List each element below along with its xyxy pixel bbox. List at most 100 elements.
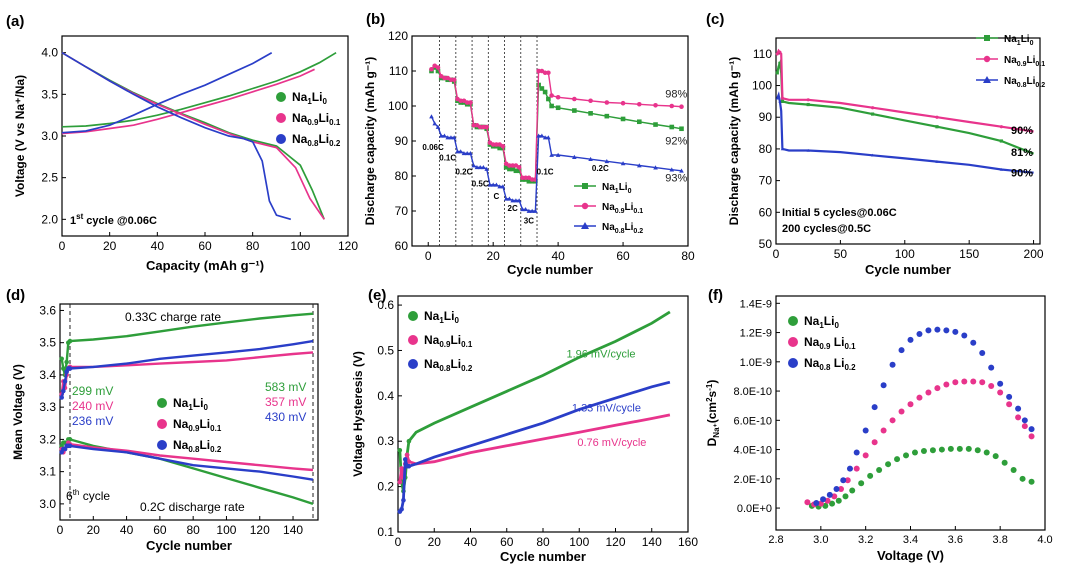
x-tick-label: 160 (678, 535, 698, 549)
series-point-na09 (549, 93, 554, 98)
legend-name-sub: 0.1 (461, 340, 473, 349)
series-point-na08 (1029, 426, 1035, 432)
rate-label: 0.5C (472, 180, 489, 189)
series-point-na1 (407, 439, 412, 444)
series-point-na08 (68, 444, 73, 449)
series-point-na09 (970, 379, 976, 385)
series-point-na08 (952, 329, 958, 335)
sixth-cycle-label: 6th cycle (66, 488, 110, 503)
series-point-na1 (807, 103, 810, 106)
legend-label: Na1Li0 (424, 309, 459, 325)
series-point-na08 (934, 327, 940, 333)
panel-a-voltage-profile: 0 20 40 60 80 100 1202.02.53.03.54.0Capacity (… (13, 36, 358, 273)
panel-label-b: (b) (366, 11, 385, 28)
text-rest: cycle (79, 489, 110, 503)
y-tick-label: 3.3 (39, 400, 56, 414)
x-tick-label: 140 (283, 523, 303, 537)
hysteresis-end-label: 430 mV (265, 410, 306, 424)
series-point-na1 (966, 446, 972, 452)
y-tick-label: 70 (759, 174, 773, 188)
y-tick-label: 0.3 (377, 434, 394, 448)
legend-name-sub: 0.8 (615, 228, 625, 235)
x-tick-label: 2.8 (768, 534, 783, 546)
series-point-na08 (429, 114, 434, 118)
series-point-na1 (1000, 139, 1003, 142)
y-tick-label: 0.1 (377, 525, 394, 539)
legend-name-sub: 0 (834, 321, 839, 330)
panel-e-voltage-hysteresis: 0 20 40 60 80 100 120 140 1600.10.20.30.40.50.6C… (351, 296, 698, 564)
y-tick-label: 2.5 (41, 171, 58, 185)
y-tick-label: 3.1 (39, 465, 56, 479)
legend-marker (984, 35, 990, 41)
retention-label: 81% (1011, 147, 1033, 159)
legend-name-sub: 0.9 (1017, 61, 1027, 68)
series-point-na1 (912, 449, 918, 455)
y-axis-label: DNa⁺(cm2s-1) (705, 380, 721, 447)
series-point-na08 (827, 492, 833, 498)
legend-name-base: Na (1004, 76, 1017, 87)
series-point-na1 (975, 447, 981, 453)
y-axis-label: Voltage Hysteresis (V) (351, 351, 365, 477)
series-point-na1 (948, 446, 954, 452)
series-line-na1 (400, 312, 670, 491)
cycling-annotation: 200 cycles@0.5C (782, 223, 871, 235)
legend-name-sub: 0.2 (210, 445, 222, 454)
y-tick-label: 70 (395, 204, 409, 218)
x-tick-label: 0 (425, 249, 432, 263)
series-point-na08 (925, 327, 931, 333)
legend-marker (582, 183, 588, 189)
series-point-na1 (398, 448, 403, 453)
series-point-na09 (429, 67, 434, 72)
legend-name-base: Na (1004, 34, 1017, 45)
series-point-na09 (399, 466, 404, 471)
series-point-na1 (867, 473, 873, 479)
charge-rate-label: 0.33C charge rate (125, 310, 221, 324)
legend-marker (276, 134, 286, 144)
legend-name-sub: 0.8 (188, 445, 200, 454)
series-point-na09 (546, 70, 551, 75)
legend-name-mid: Li (318, 111, 329, 125)
series-point-na08 (68, 366, 73, 371)
series-point-na1 (68, 339, 73, 344)
legend-name-sub: 0.2 (1035, 82, 1045, 89)
x-tick-label: 100 (569, 535, 589, 549)
legend-name-sub: 0 (628, 188, 632, 195)
y-axis-label: Voltage (V vs Na⁺/Na) (13, 75, 27, 197)
series-point-na09 (653, 103, 658, 108)
series-point-na1 (59, 357, 64, 362)
x-tick-label: 3.8 (993, 534, 1008, 546)
hysteresis-start-label: 236 mV (72, 414, 113, 428)
x-tick-label: 3.4 (903, 534, 918, 546)
series-point-na1 (1020, 476, 1026, 482)
legend-name-base: Na (804, 314, 820, 328)
x-tick-label: 100 (895, 247, 915, 261)
x-tick-label: 80 (536, 535, 550, 549)
series-point-na1 (939, 447, 945, 453)
x-tick-label: 60 (153, 523, 167, 537)
y-tick-label: 4.0 (41, 46, 58, 60)
legend-label: Na1Li0 (292, 90, 327, 106)
series-point-na08 (961, 332, 967, 338)
legend-marker (984, 56, 990, 62)
ylabel-part: ) (705, 380, 719, 384)
legend-marker (157, 419, 167, 429)
legend-name-sub: 0.2 (461, 364, 473, 373)
legend-name-mid: Li (318, 132, 329, 146)
legend-name-mid: Li (444, 309, 455, 323)
retention-label: 98% (665, 88, 687, 100)
legend-label: Na0.8 Li0.2 (804, 356, 856, 372)
legend-name-sub: 0.9 (615, 208, 625, 215)
legend-label: Na0.8Li0.2 (292, 132, 341, 148)
series-point-na1 (605, 114, 610, 119)
series-point-na08 (1015, 406, 1021, 412)
series-point-na1 (921, 448, 927, 454)
x-tick-label: 100 (290, 239, 310, 253)
series-point-na09 (908, 401, 914, 407)
series-point-na09 (916, 395, 922, 401)
y-tick-label: 90 (759, 110, 773, 124)
series-point-na08 (988, 365, 994, 371)
series-point-na08 (847, 466, 853, 472)
legend-label: Na0.9Li0.1 (424, 333, 473, 349)
legend-label: Na0.9Li0.1 (173, 417, 222, 433)
legend-label: Na0.8Li0.2 (173, 438, 222, 454)
